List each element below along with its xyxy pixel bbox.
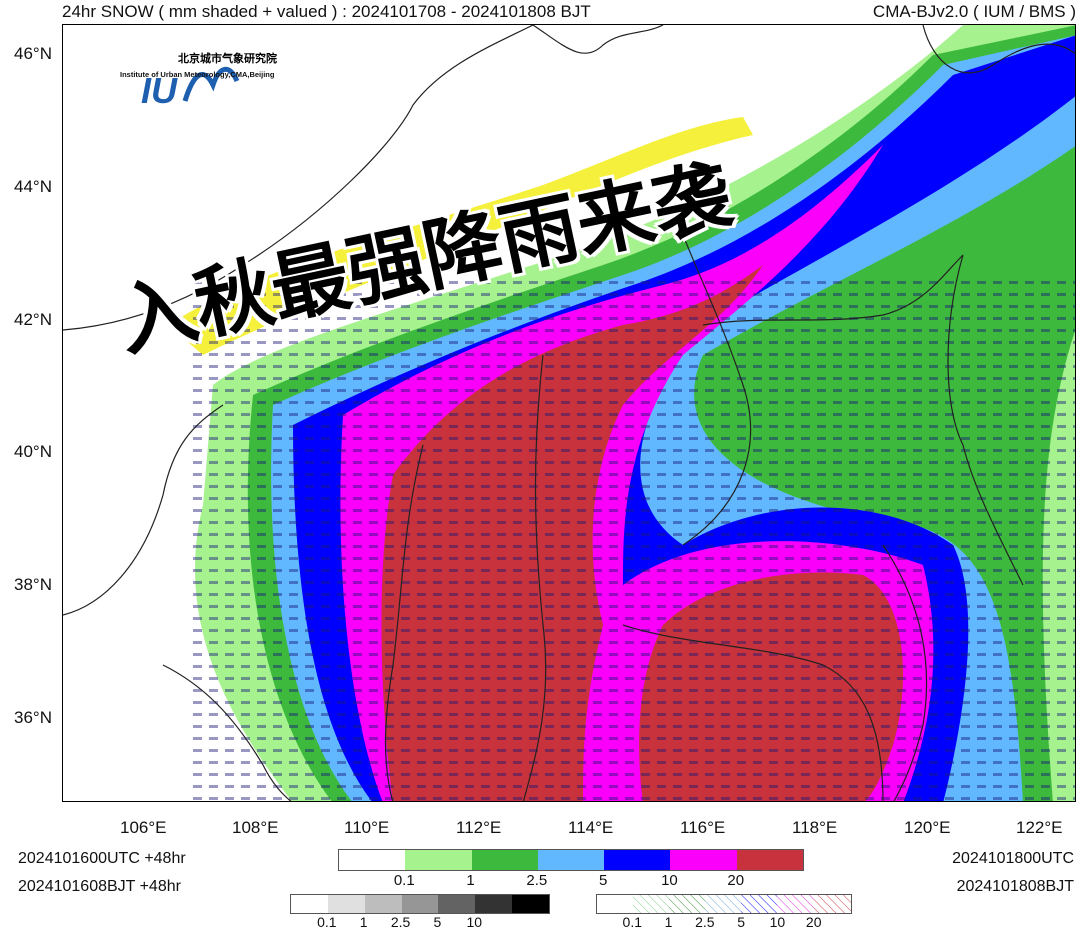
lon-label-116: 116°E — [680, 818, 726, 837]
legend_gray-label: 10 — [466, 914, 483, 930]
legend_hatch-label: 20 — [805, 914, 822, 930]
lat-label-40: 40°N — [14, 442, 52, 461]
legend_main-swatch — [670, 850, 737, 870]
init-time-utc: 2024101600UTC +48hr — [18, 850, 186, 867]
legend_main-label: 2.5 — [526, 872, 548, 889]
lon-label-106: 106°E — [120, 818, 167, 837]
snow-legend-gray — [290, 894, 550, 914]
hatch-legend — [596, 894, 852, 914]
legend_gray-swatch — [327, 895, 365, 913]
lon-label-118: 118°E — [792, 818, 838, 837]
precip-legend — [338, 849, 804, 871]
legend_gray-label: 0.1 — [317, 914, 337, 930]
precip-legend-labels: 0.1 1 2.5 5 10 20 — [338, 872, 802, 892]
value-labels-texture — [193, 275, 1075, 801]
legend_gray-label: 2.5 — [390, 914, 411, 930]
legend_hatch-label: 10 — [769, 914, 786, 930]
overlay-caption: 入秋最强降雨来袭 — [108, 120, 850, 400]
logo-name-cn: 北京城市气象研究院 — [178, 53, 277, 65]
map-title: 24hr SNOW ( mm shaded + valued ) : 20241… — [62, 2, 591, 21]
precipitation-map-canvas — [63, 25, 1075, 801]
legend_gray-swatch — [512, 895, 549, 913]
model-name: CMA-BJv2.0 ( IUM / BMS ) — [872, 2, 1076, 21]
legend_main-swatch — [736, 850, 803, 870]
valid-time-utc: 2024101800UTC — [952, 850, 1074, 867]
legend_gray-swatch — [364, 895, 402, 913]
lon-label-110: 110°E — [344, 818, 390, 837]
init-time-bjt: 2024101608BJT +48hr — [18, 878, 181, 895]
legend_hatch-label: 0.1 — [622, 914, 643, 930]
legend_main-swatch — [537, 850, 605, 870]
valid-time-bjt: 2024101808BJT — [956, 878, 1074, 895]
lat-label-38: 38°N — [14, 575, 52, 594]
precipitation-map: IU — [62, 24, 1076, 802]
ium-logo-mark-icon: IU — [141, 67, 240, 111]
legend_hatch-label: 1 — [664, 914, 673, 930]
admin-boundaries — [63, 25, 1075, 801]
lat-label-36: 36°N — [14, 708, 52, 727]
ium-logo: IU — [133, 55, 363, 125]
lon-label-114: 114°E — [568, 818, 614, 837]
legend_gray-swatch — [438, 895, 476, 913]
legend_gray-label: 5 — [433, 914, 442, 930]
legend_main-label: 1 — [466, 872, 475, 889]
legend_main-label: 20 — [727, 872, 745, 889]
legend_main-swatch — [471, 850, 538, 870]
lon-label-112: 112°E — [456, 818, 502, 837]
legend_main-label: 5 — [598, 872, 608, 889]
overlay-caption-text: 入秋最强降雨来袭 — [108, 148, 741, 370]
legend_main-label: 0.1 — [393, 872, 415, 889]
lon-label-120: 120°E — [904, 818, 951, 837]
legend_hatch-label: 5 — [737, 914, 746, 930]
svg-text:IU: IU — [141, 70, 178, 111]
legend_main-swatch — [604, 850, 671, 870]
lon-label-122: 122°E — [1016, 818, 1063, 837]
legend_gray-swatch — [475, 895, 513, 913]
legend_main-label: 10 — [661, 872, 678, 889]
legend_gray-swatch — [401, 895, 439, 913]
legend_main-swatch — [405, 850, 472, 870]
legend_gray-label: 1 — [359, 914, 368, 930]
lon-label-108: 108°E — [232, 818, 279, 837]
snow-legend-gray-labels: 0.1 1 2.5 5 10 — [290, 914, 548, 932]
legend_hatch-label: 2.5 — [695, 914, 715, 930]
lat-label-46: 46°N — [14, 44, 52, 63]
legend_gray-swatch — [291, 895, 328, 913]
legend_main-swatch — [339, 850, 406, 870]
hatch-legend-labels: 0.1 1 2.5 5 10 20 — [596, 914, 850, 932]
lat-label-44: 44°N — [14, 177, 52, 196]
logo-name-en: Institute of Urban Meteorology,CMA,Beiji… — [120, 70, 275, 79]
lat-label-42: 42°N — [14, 310, 52, 329]
